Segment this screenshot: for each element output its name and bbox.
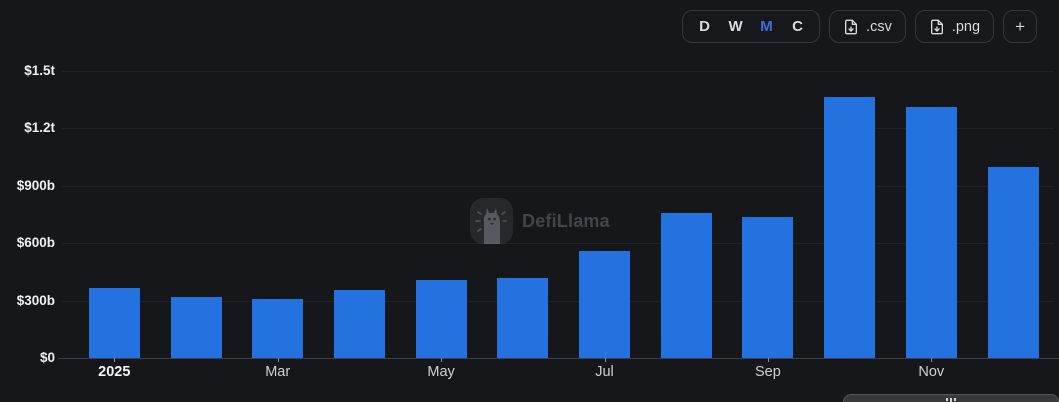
grip-icon	[950, 398, 952, 402]
bar[interactable]	[497, 277, 549, 358]
x-axis-label: Mar	[265, 364, 291, 380]
x-axis-label: May	[427, 364, 455, 380]
bar[interactable]	[170, 297, 222, 358]
gridline	[62, 185, 1054, 187]
bar[interactable]	[88, 288, 140, 358]
bar[interactable]	[415, 279, 467, 358]
bar[interactable]	[824, 96, 876, 358]
interval-switcher: D W M C	[682, 10, 821, 43]
bar[interactable]	[252, 299, 304, 358]
x-axis-label: Nov	[918, 364, 945, 380]
x-axis-label: Jul	[595, 364, 614, 380]
x-axis-line	[58, 358, 1059, 359]
bar[interactable]	[333, 290, 385, 358]
x-axis-tick	[604, 358, 606, 362]
gridline	[62, 300, 1054, 302]
grip-icon	[954, 398, 956, 401]
interval-daily-button[interactable]: D	[689, 11, 720, 42]
file-download-icon	[929, 19, 945, 35]
y-axis-label: $0	[39, 350, 55, 365]
gridline	[62, 71, 1054, 72]
x-axis-tick	[277, 358, 279, 362]
y-axis-label: $900b	[16, 177, 55, 193]
bottom-drag-handle[interactable]	[843, 394, 1059, 402]
x-axis-tick	[931, 358, 933, 362]
bar[interactable]	[987, 167, 1039, 358]
interval-cumulative-button[interactable]: C	[782, 11, 813, 42]
x-axis-tick	[441, 358, 443, 362]
download-csv-button[interactable]: .csv	[829, 10, 906, 43]
add-chart-button[interactable]: +	[1003, 10, 1037, 43]
interval-weekly-button[interactable]: W	[720, 11, 751, 42]
download-csv-label: .csv	[866, 18, 892, 35]
bar[interactable]	[905, 107, 957, 358]
interval-monthly-button[interactable]: M	[751, 11, 782, 42]
x-axis-label: Sep	[754, 364, 781, 380]
y-axis-label: $600b	[16, 235, 55, 251]
gridline	[62, 243, 1054, 245]
y-axis-label: $1.2t	[24, 120, 55, 136]
y-axis-label: $1.5t	[24, 63, 55, 78]
bar[interactable]	[742, 217, 794, 358]
grip-icon	[946, 398, 948, 401]
download-png-label: .png	[951, 18, 981, 35]
bar[interactable]	[579, 250, 630, 358]
x-axis-label: 2025	[98, 364, 131, 380]
gridline	[62, 128, 1054, 130]
chart-toolbar: D W M C .csv .png	[682, 10, 1037, 43]
x-axis-tick	[114, 358, 116, 362]
file-download-icon	[843, 19, 859, 35]
bar[interactable]	[660, 213, 712, 358]
x-axis-tick	[767, 358, 769, 362]
download-png-button[interactable]: .png	[914, 10, 995, 43]
y-axis-label: $300b	[16, 292, 55, 308]
